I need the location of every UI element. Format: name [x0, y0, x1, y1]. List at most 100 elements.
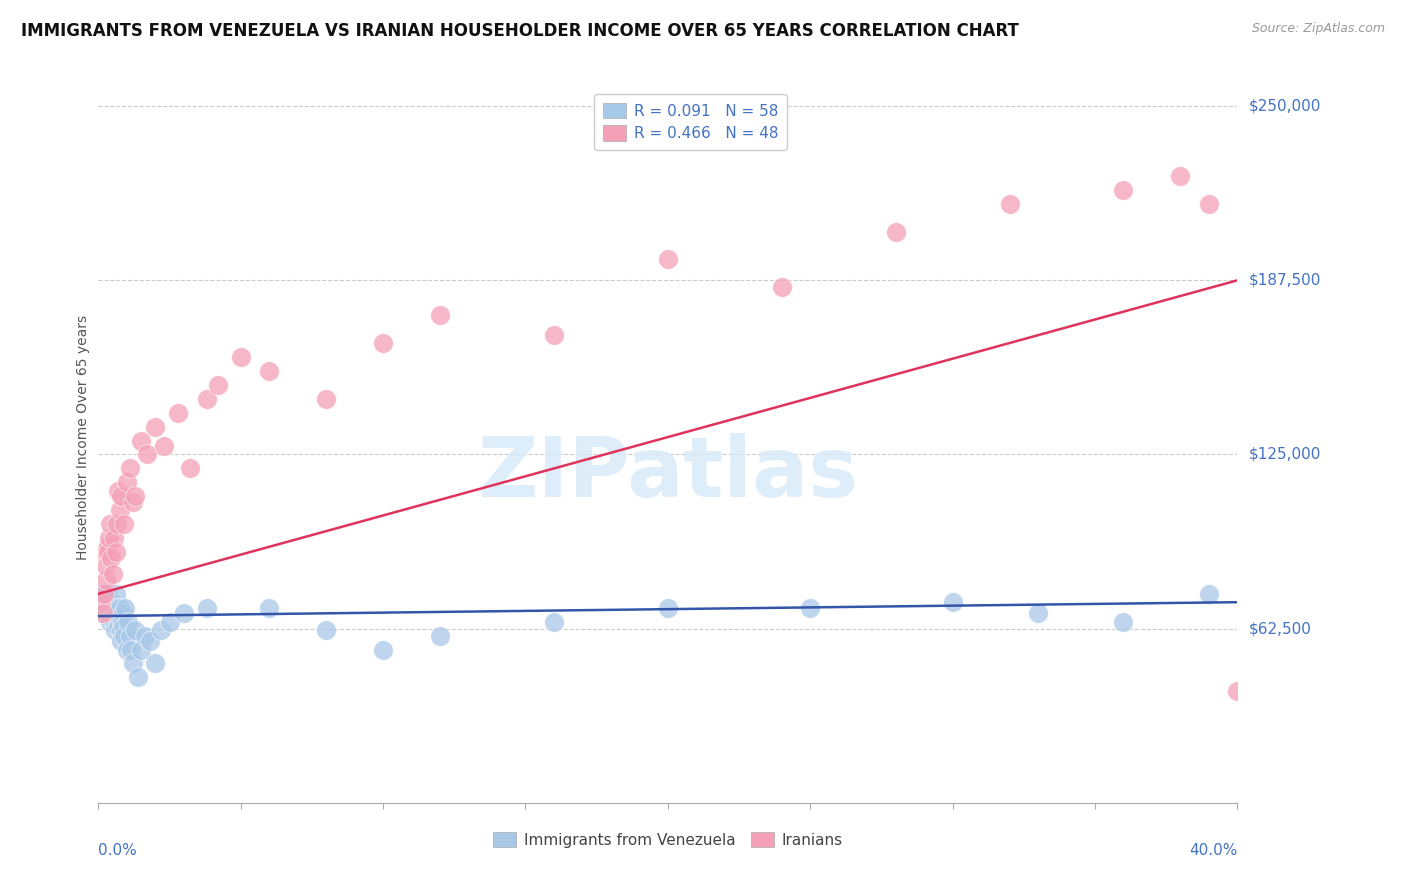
Text: IMMIGRANTS FROM VENEZUELA VS IRANIAN HOUSEHOLDER INCOME OVER 65 YEARS CORRELATIO: IMMIGRANTS FROM VENEZUELA VS IRANIAN HOU…: [21, 22, 1019, 40]
Point: [94, 598, 117, 612]
Point: [112, 620, 135, 634]
Point: [150, 623, 173, 637]
Point: [1198, 587, 1220, 601]
Point: [100, 615, 122, 629]
Point: [315, 623, 337, 637]
Point: [1112, 183, 1135, 197]
Text: ZIPatlas: ZIPatlas: [478, 434, 858, 514]
Point: [97, 600, 120, 615]
Point: [98, 531, 121, 545]
Point: [96, 587, 118, 601]
Point: [105, 517, 128, 532]
Point: [134, 629, 156, 643]
Point: [770, 280, 793, 294]
Point: [1170, 169, 1192, 183]
Point: [90, 587, 112, 601]
Point: [94, 573, 117, 587]
Point: [1226, 684, 1249, 698]
Point: [315, 392, 337, 406]
Point: [108, 609, 131, 624]
Point: [93, 592, 115, 607]
Text: $125,000: $125,000: [1249, 447, 1322, 462]
Point: [103, 600, 125, 615]
Point: [259, 364, 281, 378]
Point: [100, 550, 122, 565]
Point: [104, 587, 127, 601]
Text: Source: ZipAtlas.com: Source: ZipAtlas.com: [1251, 22, 1385, 36]
Text: $187,500: $187,500: [1249, 273, 1322, 288]
Point: [998, 196, 1021, 211]
Point: [135, 448, 157, 462]
Point: [91, 607, 114, 621]
Point: [543, 615, 565, 629]
Point: [229, 350, 252, 364]
Point: [98, 609, 121, 624]
Point: [117, 615, 139, 629]
Point: [115, 475, 138, 490]
Point: [167, 406, 190, 420]
Point: [373, 642, 395, 657]
Point: [159, 615, 181, 629]
Point: [96, 603, 118, 617]
Text: $250,000: $250,000: [1249, 99, 1322, 113]
Point: [657, 252, 679, 267]
Point: [543, 327, 565, 342]
Point: [96, 540, 118, 554]
Point: [942, 595, 965, 609]
Point: [1254, 679, 1277, 693]
Point: [112, 629, 135, 643]
Point: [104, 545, 127, 559]
Point: [153, 439, 176, 453]
Point: [103, 531, 125, 545]
Point: [101, 607, 124, 621]
Point: [195, 600, 218, 615]
Point: [104, 623, 127, 637]
Point: [93, 607, 115, 621]
Point: [429, 308, 451, 322]
Point: [1340, 690, 1362, 704]
Point: [207, 377, 229, 392]
Point: [107, 620, 129, 634]
Point: [98, 607, 121, 621]
Point: [259, 600, 281, 615]
Point: [111, 615, 134, 629]
Point: [111, 607, 134, 621]
Point: [121, 657, 143, 671]
Point: [124, 623, 146, 637]
Point: [799, 600, 821, 615]
Point: [101, 567, 124, 582]
Y-axis label: Householder Income Over 65 years: Householder Income Over 65 years: [76, 315, 90, 559]
Point: [96, 595, 118, 609]
Point: [107, 615, 129, 629]
Point: [105, 600, 128, 615]
Point: [657, 600, 679, 615]
Point: [96, 558, 118, 573]
Point: [129, 642, 152, 657]
Legend: R = 0.091   N = 58, R = 0.466   N = 48: R = 0.091 N = 58, R = 0.466 N = 48: [593, 94, 787, 150]
Point: [110, 623, 132, 637]
Point: [90, 595, 112, 609]
Point: [1026, 607, 1049, 621]
Point: [1112, 615, 1135, 629]
Point: [93, 545, 115, 559]
Point: [118, 461, 141, 475]
Point: [97, 545, 120, 559]
Point: [103, 615, 125, 629]
Point: [110, 634, 132, 648]
Point: [101, 612, 124, 626]
Point: [127, 670, 149, 684]
Point: [179, 461, 201, 475]
Point: [107, 483, 129, 498]
Point: [129, 434, 152, 448]
Point: [145, 419, 167, 434]
Point: [145, 657, 167, 671]
Point: [114, 600, 136, 615]
Text: 0.0%: 0.0%: [98, 843, 138, 858]
Point: [195, 392, 218, 406]
Point: [105, 607, 128, 621]
Point: [110, 489, 132, 503]
Point: [108, 503, 131, 517]
Point: [373, 336, 395, 351]
Point: [173, 607, 195, 621]
Point: [93, 600, 115, 615]
